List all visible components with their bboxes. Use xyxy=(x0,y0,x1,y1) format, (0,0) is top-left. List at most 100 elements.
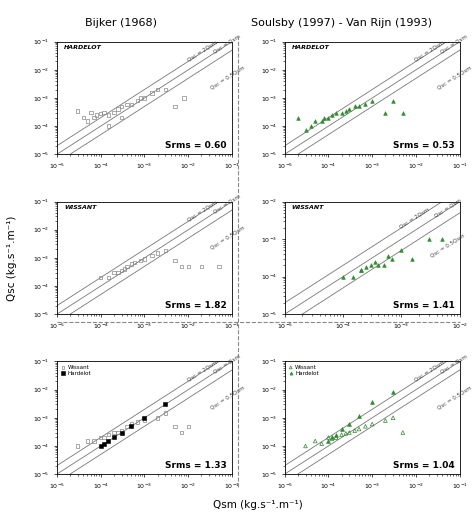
Point xyxy=(426,235,433,243)
Wissant xyxy=(338,430,346,439)
Point xyxy=(332,108,340,117)
Wissant xyxy=(184,422,192,430)
Text: Qsc = Qsm: Qsc = Qsm xyxy=(212,34,241,55)
Hardelot xyxy=(105,437,112,445)
Text: Qsc (kg.s⁻¹.m⁻¹): Qsc (kg.s⁻¹.m⁻¹) xyxy=(7,215,17,301)
Point xyxy=(355,102,363,110)
Text: Qsc = 0.5Qsm: Qsc = 0.5Qsm xyxy=(437,384,473,411)
Text: HARDELOT: HARDELOT xyxy=(64,45,102,50)
Wissant xyxy=(399,428,407,437)
Point xyxy=(123,100,131,108)
Point xyxy=(351,102,358,110)
Point xyxy=(362,100,369,108)
Wissant xyxy=(74,442,82,450)
Wissant xyxy=(332,433,340,442)
Point xyxy=(162,85,169,94)
Point xyxy=(148,252,156,260)
Point xyxy=(154,85,162,94)
Point xyxy=(118,267,125,275)
Text: Bijker (1968): Bijker (1968) xyxy=(85,18,157,28)
Hardelot xyxy=(97,442,104,450)
Point xyxy=(100,108,108,117)
Point xyxy=(87,108,95,117)
Wissant xyxy=(118,427,125,435)
Text: Qsc = 2Qsm: Qsc = 2Qsm xyxy=(414,40,446,63)
Text: Qsm (kg.s⁻¹.m⁻¹): Qsm (kg.s⁻¹.m⁻¹) xyxy=(213,500,303,510)
Wissant xyxy=(114,428,122,437)
Point xyxy=(338,108,346,117)
Legend: Wissant, Hardelot: Wissant, Hardelot xyxy=(60,364,91,376)
Point xyxy=(398,246,405,255)
Point xyxy=(198,262,205,270)
Point xyxy=(307,122,315,130)
Point xyxy=(294,114,301,122)
Point xyxy=(380,261,388,269)
Point xyxy=(368,96,376,105)
Text: Qsc = 0.5Qsm: Qsc = 0.5Qsm xyxy=(429,232,465,258)
Text: Qsc = 0.5Qsm: Qsc = 0.5Qsm xyxy=(209,65,245,91)
Point xyxy=(123,262,131,270)
Point xyxy=(84,117,91,126)
Point xyxy=(325,114,332,122)
Wissant xyxy=(328,435,336,443)
Point xyxy=(90,114,98,122)
Point xyxy=(141,94,148,102)
Point xyxy=(178,262,185,270)
Hardelot xyxy=(338,425,346,433)
Point xyxy=(121,265,128,274)
Point xyxy=(363,263,370,271)
Point xyxy=(131,258,138,266)
Hardelot xyxy=(100,440,108,448)
Text: Soulsby (1997) - Van Rijn (1993): Soulsby (1997) - Van Rijn (1993) xyxy=(251,18,432,28)
Wissant xyxy=(105,430,112,439)
Text: Srms = 1.82: Srms = 1.82 xyxy=(165,301,227,309)
Point xyxy=(384,252,392,260)
Point xyxy=(180,94,188,102)
Point xyxy=(389,96,397,105)
Point xyxy=(302,126,310,134)
Text: Qsc = Qsm: Qsc = Qsm xyxy=(440,353,468,374)
Point xyxy=(367,261,374,269)
Text: Srms = 0.53: Srms = 0.53 xyxy=(393,141,455,150)
Hardelot xyxy=(110,433,118,442)
Point xyxy=(374,261,382,269)
Point xyxy=(371,257,379,266)
Text: Qsc = 0.5Qsm: Qsc = 0.5Qsm xyxy=(437,65,473,91)
Hardelot xyxy=(346,420,353,428)
Text: Srms = 1.41: Srms = 1.41 xyxy=(392,301,455,309)
Point xyxy=(137,256,144,265)
Point xyxy=(148,89,156,97)
Text: Qsc = Qsm: Qsc = Qsm xyxy=(212,193,241,215)
Point xyxy=(408,255,416,263)
Point xyxy=(339,272,347,281)
Point xyxy=(215,262,223,270)
Point xyxy=(171,256,179,265)
Wissant xyxy=(346,428,353,437)
Hardelot xyxy=(118,428,125,437)
Text: Qsc = Qsm: Qsc = Qsm xyxy=(212,353,241,374)
Text: Srms = 1.33: Srms = 1.33 xyxy=(165,461,227,469)
Point xyxy=(311,117,319,126)
Hardelot xyxy=(332,430,340,439)
Wissant xyxy=(311,437,319,445)
Point xyxy=(118,102,125,110)
Wissant xyxy=(342,429,350,438)
Point xyxy=(399,108,407,117)
Point xyxy=(349,272,357,281)
Wissant xyxy=(123,422,131,430)
Point xyxy=(74,107,82,115)
Point xyxy=(118,114,125,122)
Wissant xyxy=(134,418,141,426)
Point xyxy=(328,111,336,119)
Hardelot xyxy=(141,414,148,422)
Point xyxy=(128,100,135,108)
Point xyxy=(97,274,104,282)
Wissant xyxy=(389,414,397,422)
Wissant xyxy=(84,437,91,445)
Hardelot xyxy=(128,422,135,430)
Point xyxy=(141,255,148,263)
Text: Qsc = Qsm: Qsc = Qsm xyxy=(433,198,462,219)
Wissant xyxy=(351,427,358,435)
Point xyxy=(318,117,326,126)
Wissant xyxy=(302,442,310,450)
